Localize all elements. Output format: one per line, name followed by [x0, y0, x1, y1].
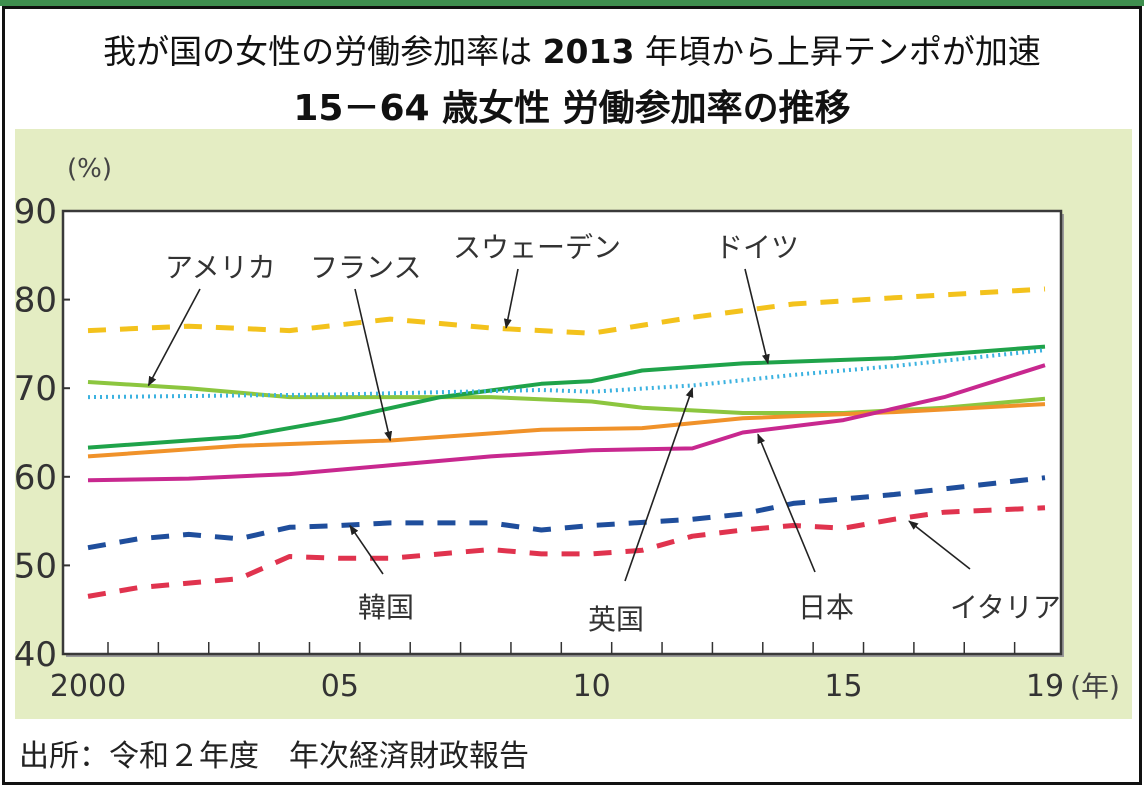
headline-suffix: 年頃から上昇テンポが加速 [644, 32, 1041, 71]
annotation-label: 日本 [798, 591, 854, 624]
series-line [87, 344, 1046, 450]
annotation-label: イタリア [950, 591, 1061, 624]
annotation-arrow [349, 524, 384, 575]
annotation-arrow [503, 268, 519, 329]
series-line [87, 286, 1046, 336]
annotation-label: フランス [310, 251, 421, 284]
annotation-arrow [908, 520, 971, 570]
y-tick-label: 40 [15, 635, 57, 675]
chart-panel: 40 50 60 70 80 90 (%) 2000 05 10 15 19 (年) アメリカ フランスス… [14, 129, 1132, 719]
x-axis-label: (年) [1070, 670, 1120, 703]
annotation-label: ドイツ [715, 231, 799, 264]
headline-year: 2013 [542, 32, 635, 71]
top-accent-bar [0, 0, 1144, 6]
annotation-arrow [354, 288, 393, 442]
headline-prefix: 我が国の女性の労働参加率は [103, 32, 533, 71]
annotation-label: 英国 [588, 603, 644, 636]
headline: 我が国の女性の労働参加率は 2013 年頃から上昇テンポが加速 [5, 25, 1139, 73]
x-tick-label: 2000 [50, 669, 126, 704]
figure-frame: 我が国の女性の労働参加率は 2013 年頃から上昇テンポが加速 15－64 歳女… [2, 6, 1142, 785]
x-tick-label: 19 [1026, 669, 1064, 704]
y-axis-label: (%) [67, 154, 112, 184]
y-tick-label: 70 [15, 369, 57, 409]
x-tick-label: 10 [573, 669, 611, 704]
x-tick-label: 05 [321, 669, 359, 704]
y-tick-label: 80 [15, 281, 57, 321]
annotation-label: 韓国 [358, 591, 414, 624]
x-tick-label: 15 [824, 669, 862, 704]
annotation-arrow [744, 268, 770, 365]
annotation-arrow [147, 288, 201, 387]
annotation-arrow [757, 433, 816, 573]
source-note: 出所：令和２年度 年次経済財政報告 [19, 739, 529, 774]
annotation-label: スウェーデン [453, 231, 621, 264]
series-line [87, 363, 1046, 483]
y-tick-label: 60 [15, 458, 57, 498]
chart-title: 15－64 歳女性 労働参加率の推移 [293, 88, 851, 129]
y-tick-label: 50 [15, 546, 57, 586]
annotation-arrow [624, 387, 694, 582]
y-tick-label: 90 [15, 192, 57, 232]
annotation-label: アメリカ [165, 251, 276, 284]
line-chart: 40 50 60 70 80 90 (%) 2000 05 10 15 19 (年) アメリカ フランスス… [14, 154, 1120, 704]
series-line [87, 505, 1046, 599]
